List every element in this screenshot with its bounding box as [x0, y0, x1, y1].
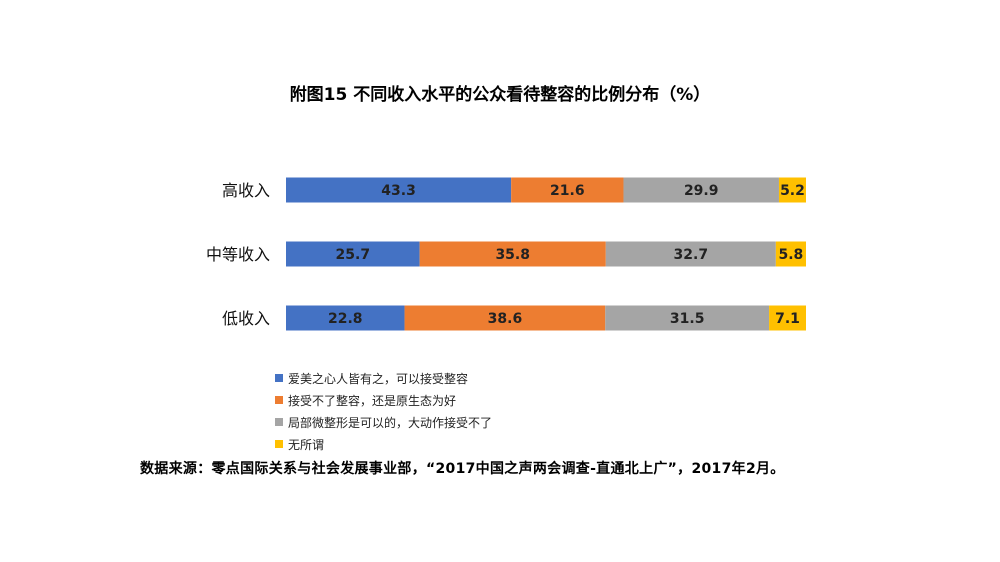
data-label: 21.6	[550, 183, 585, 199]
legend-swatch	[275, 374, 283, 382]
legend-swatch	[275, 418, 283, 426]
chart-legend: 爱美之心人皆有之，可以接受整容 接受不了整容，还是原生态为好局部微整形是可以的，大…	[275, 367, 735, 455]
data-label: 38.6	[488, 311, 523, 327]
legend-swatch	[275, 440, 283, 448]
legend-label: 局部微整形是可以的，大动作接受不了	[288, 415, 493, 430]
legend-item: 接受不了整容，还是原生态为好	[275, 389, 510, 411]
bar-segment	[419, 241, 606, 267]
bar-segment	[605, 305, 770, 331]
bar-segment	[404, 305, 606, 331]
legend-label: 爱美之心人皆有之，可以接受整容	[288, 371, 469, 386]
category-label: 高收入	[222, 181, 270, 200]
bar-segment	[511, 177, 624, 203]
data-label: 31.5	[670, 311, 705, 327]
bar-segment	[778, 177, 806, 203]
data-label: 35.8	[495, 247, 530, 263]
source-note: 数据来源：零点国际关系与社会发展事业部，“2017中国之声两会调查-直通北上广”…	[140, 461, 785, 477]
bar-segment	[623, 177, 779, 203]
bar-segment	[769, 305, 806, 331]
chart-title: 附图15 不同收入水平的公众看待整容的比例分布（%）	[289, 85, 711, 105]
bar-segment	[286, 177, 512, 203]
data-label: 5.8	[779, 247, 804, 263]
category-label: 中等收入	[206, 245, 270, 264]
category-label: 低收入	[222, 309, 270, 328]
legend-label: 接受不了整容，还是原生态为好	[288, 393, 457, 408]
legend-item: 爱美之心人皆有之，可以接受整容	[275, 367, 510, 389]
data-label: 7.1	[775, 311, 800, 327]
data-label: 43.3	[381, 183, 416, 199]
legend-label: 无所谓	[288, 437, 325, 452]
legend-item: 局部微整形是可以的，大动作接受不了	[275, 411, 510, 433]
data-label: 25.7	[336, 247, 371, 263]
data-label: 32.7	[674, 247, 709, 263]
legend-item: 无所谓	[275, 433, 510, 455]
legend-swatch	[275, 396, 283, 404]
data-label: 5.2	[780, 183, 805, 199]
data-label: 22.8	[328, 311, 363, 327]
bar-segment	[775, 241, 806, 267]
data-label: 29.9	[684, 183, 719, 199]
bar-segment	[286, 305, 405, 331]
bar-segment	[605, 241, 776, 267]
bar-segment	[286, 241, 420, 267]
